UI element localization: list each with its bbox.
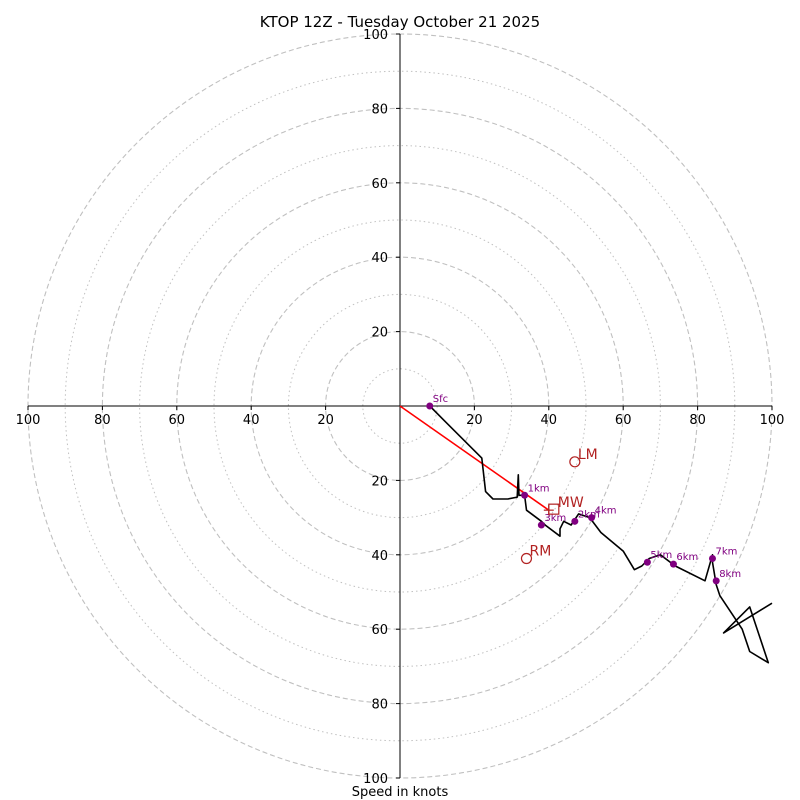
y-tick-label: 80 [371, 698, 388, 713]
chart-title: KTOP 12Z - Tuesday October 21 2025 [260, 13, 540, 31]
height-marker-point [426, 402, 434, 410]
mean-wind-marker [543, 503, 560, 516]
x-axis-label: Speed in knots [352, 785, 449, 800]
height-marker-point [708, 555, 716, 563]
x-tick-label: 60 [615, 413, 632, 428]
y-tick-label: 60 [371, 177, 388, 192]
y-tick-label: 100 [363, 772, 388, 787]
x-tick-label: 40 [541, 413, 558, 428]
y-tick-label: 20 [371, 326, 388, 341]
height-marker-point [643, 558, 651, 566]
height-marker-label: 3km [544, 513, 566, 524]
left-mover-marker [569, 456, 581, 468]
y-tick-label: 60 [371, 623, 388, 638]
tick-labels: 100 80 60 40 20 20 40 60 80 100 100 80 60 40 20 20 40 60 8… [16, 28, 785, 787]
height-marker-label: 2km [578, 509, 600, 520]
height-marker-point [588, 514, 596, 522]
height-marker-label: 6km [676, 552, 698, 563]
hodograph-trace-line [429, 405, 773, 664]
y-tick-label: 20 [371, 474, 388, 489]
x-tick-label: 20 [317, 413, 334, 428]
height-marker-label: 5km [650, 550, 672, 561]
x-tick-label: 20 [466, 413, 483, 428]
x-tick-label: 60 [169, 413, 186, 428]
y-tick-label: 40 [371, 251, 388, 266]
height-marker-label: Sfc [433, 394, 448, 405]
y-tick-label: 100 [363, 28, 388, 43]
mean-wind-label: MW [558, 495, 584, 511]
y-tick-label: 80 [371, 102, 388, 117]
hodograph-trace-layer [399, 405, 773, 664]
x-tick-label: 80 [94, 413, 111, 428]
left-mover-label: LM [578, 447, 598, 463]
right-mover-label: RM [529, 544, 551, 560]
x-tick-label: 100 [16, 413, 41, 428]
height-marker-label: 8km [719, 569, 741, 580]
x-tick-label: 100 [760, 413, 785, 428]
x-tick-label: 40 [243, 413, 260, 428]
height-marker-label: 4km [595, 506, 617, 517]
height-marker-point [521, 491, 529, 499]
height-marker-label: 1km [528, 483, 550, 494]
storm-motion-layer: LM RM MW [520, 447, 598, 565]
height-marker-point [571, 517, 579, 525]
y-tick-label: 40 [371, 549, 388, 564]
height-marker-point [537, 521, 545, 529]
right-mover-marker [520, 552, 533, 565]
height-marker-point [669, 560, 677, 568]
height-marker-point [712, 577, 720, 585]
height-markers: Sfc 1km 2km 3km 4km 5km 6km 7km 8km [426, 394, 741, 585]
x-tick-label: 80 [689, 413, 706, 428]
height-marker-label: 7km [715, 547, 737, 558]
